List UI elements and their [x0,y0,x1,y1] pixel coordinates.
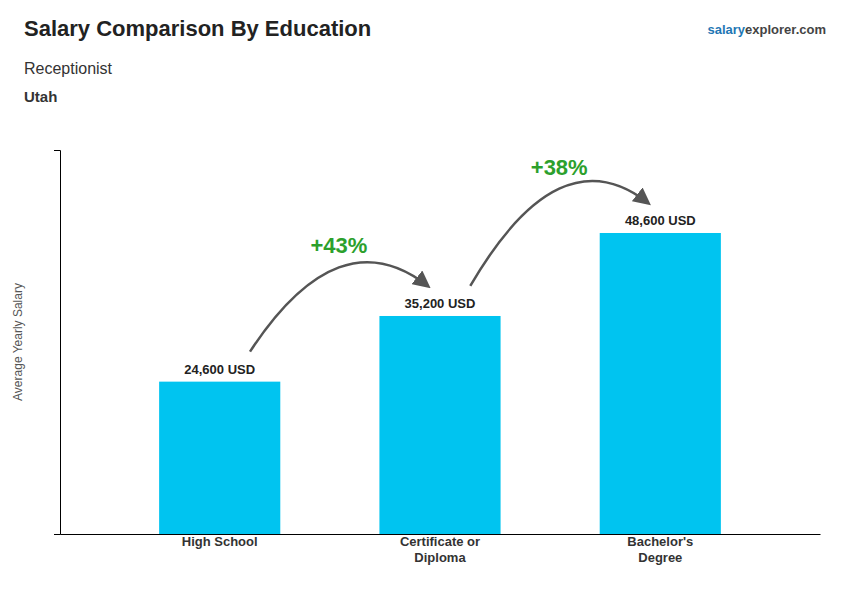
website-part: salary [707,22,745,37]
website-part: explorer.com [745,22,826,37]
subtitle: Receptionist [24,60,113,77]
change-label: +38% [531,155,588,180]
title: Salary Comparison By Education [24,16,371,41]
data-label: 24,600 USD [184,362,255,377]
change-label: +43% [310,233,367,258]
chart: Salary Comparison By Education salaryexpl… [0,0,850,606]
x-tick: Certificate orDiploma [400,534,480,565]
x-tick-label: High School [182,534,258,549]
x-tick: High School [182,534,258,549]
y-axis-title: Average Yearly Salary [11,283,25,401]
change-arrow [250,262,428,351]
y-axis-line [54,151,61,535]
change-arrows: +43% +38% [250,155,648,352]
website: salaryexplorer.com [707,22,826,37]
x-tick-label: Bachelor'sDegree [627,534,693,565]
plot: High School Certificate orDiploma Bachelor… [54,151,821,565]
data-label: 48,600 USD [625,213,696,228]
bar [159,382,280,534]
x-tick: Bachelor'sDegree [627,534,693,565]
x-tick-label: Certificate orDiploma [400,534,480,565]
bar [600,233,721,534]
y-axis [54,151,61,535]
data-label: 35,200 USD [405,296,476,311]
data-labels: 24,600 USD 35,200 USD 48,600 USD [184,213,695,377]
location: Utah [24,88,57,105]
bar [379,316,500,534]
change-arrow [470,181,648,286]
bars [159,233,721,534]
x-axis: High School Certificate orDiploma Bachelor… [61,534,821,565]
